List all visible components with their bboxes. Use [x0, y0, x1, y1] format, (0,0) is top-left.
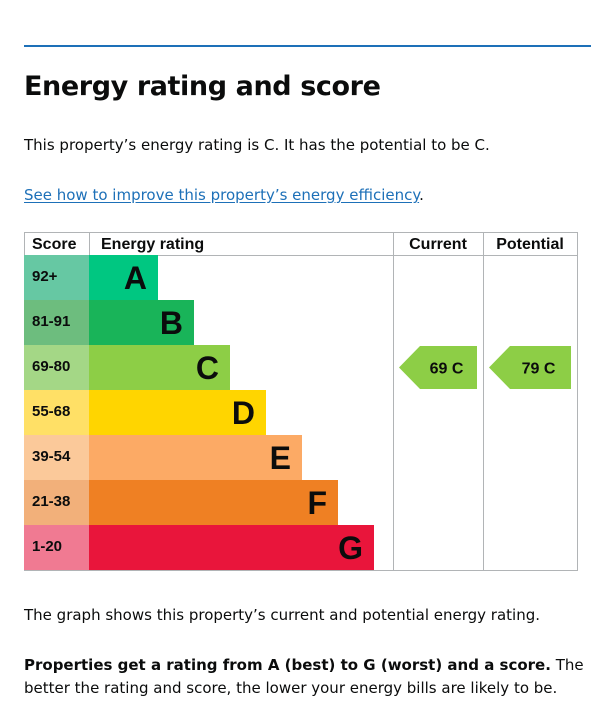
link-suffix: . [419, 186, 424, 204]
improve-link-line: See how to improve this property’s energ… [24, 185, 424, 205]
current-arrow [399, 346, 477, 389]
rating-bar-e [89, 435, 302, 480]
rating-explanation-rest: The better the rating and score, the low… [24, 656, 584, 697]
score-cell [24, 525, 89, 570]
rating-explanation-bold: Properties get a rating from A (best) to… [24, 656, 551, 674]
rating-bar-c [89, 345, 230, 390]
header-current: Current [409, 236, 467, 253]
rating-letter: G [338, 530, 363, 566]
header-score: Score [32, 236, 77, 253]
top-rule [24, 45, 591, 47]
score-label: 39-54 [32, 448, 71, 465]
rating-bar-f [89, 480, 338, 525]
header-potential: Potential [496, 236, 564, 253]
rating-letter: A [124, 260, 147, 296]
score-label: 92+ [32, 268, 58, 285]
rating-letter: B [160, 305, 183, 341]
score-cell [24, 390, 89, 435]
rating-summary: This property’s energy rating is C. It h… [24, 136, 490, 154]
score-label: 21-38 [32, 493, 70, 510]
score-cell [24, 255, 89, 300]
potential-rating-label: 79 C [522, 361, 556, 378]
rating-letter: D [232, 395, 255, 431]
score-cell [24, 480, 89, 525]
rating-bar-d [89, 390, 266, 435]
rating-bar-a [89, 255, 158, 300]
header-energy-rating: Energy rating [101, 236, 204, 253]
potential-arrow [489, 346, 571, 389]
rating-letter: F [307, 485, 327, 521]
improve-efficiency-link[interactable]: See how to improve this property’s energ… [24, 186, 420, 204]
score-cell [24, 435, 89, 480]
score-label: 55-68 [32, 403, 70, 420]
current-rating-label: 69 C [430, 361, 464, 378]
score-label: 1-20 [32, 538, 62, 555]
rating-explanation: Properties get a rating from A (best) to… [24, 654, 584, 700]
score-label: 69-80 [32, 358, 70, 375]
score-cell [24, 300, 89, 345]
rating-bar-g [89, 525, 374, 570]
score-label: 81-91 [32, 313, 70, 330]
rating-letter: E [270, 440, 291, 476]
rating-letter: C [196, 350, 219, 386]
graph-caption: The graph shows this property’s current … [24, 606, 540, 624]
score-cell [24, 345, 89, 390]
rating-bar-b [89, 300, 194, 345]
page-title: Energy rating and score [24, 71, 381, 102]
